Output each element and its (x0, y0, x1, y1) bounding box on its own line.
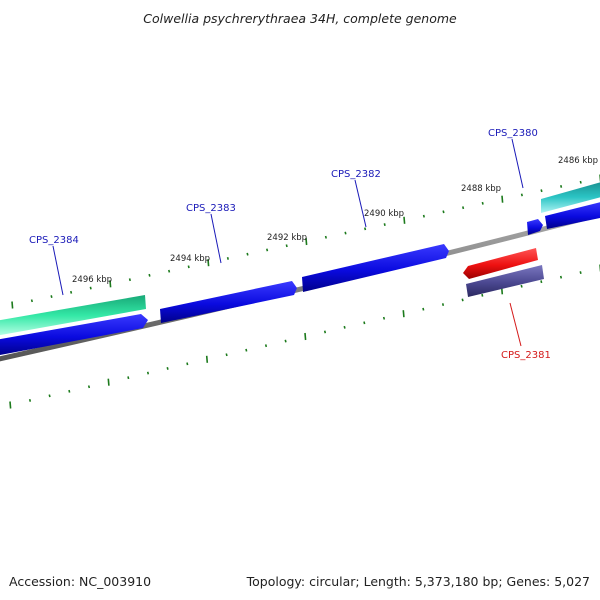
minor-tick (30, 299, 33, 303)
scale-label: 2494 kbp (170, 254, 210, 264)
leader-lines (52, 138, 524, 347)
major-tick (109, 280, 112, 288)
major-tick (207, 259, 210, 267)
minor-tick (540, 189, 543, 193)
minor-tick (560, 185, 563, 188)
minor-tick (168, 269, 171, 273)
purple-feature[interactable] (466, 265, 544, 297)
cds-feature[interactable] (302, 244, 449, 292)
scale-label: 2492 kbp (267, 233, 307, 243)
major-tick (403, 216, 406, 224)
leader-line (354, 179, 367, 228)
scale-label: 2488 kbp (461, 184, 501, 194)
genome-summary-text: Topology: circular; Length: 5,373,180 bp… (246, 574, 590, 589)
cds-feature[interactable] (160, 281, 297, 323)
minor-tick (344, 231, 347, 235)
rna-feature-green[interactable] (0, 295, 146, 336)
minor-tick (559, 275, 563, 279)
minor-tick (481, 201, 484, 205)
minor-tick (481, 293, 484, 297)
minor-tick (166, 367, 169, 370)
minor-tick (264, 344, 268, 348)
scale-label: 2496 kbp (72, 275, 112, 285)
minor-tick (146, 371, 150, 375)
scale-label: 2486 kbp (558, 156, 598, 166)
minor-tick (441, 303, 445, 306)
minor-tick (363, 321, 366, 325)
minor-tick (461, 298, 464, 302)
minor-tick (383, 223, 386, 226)
genome-backbone (0, 211, 600, 362)
major-tick (11, 301, 14, 309)
minor-tick (127, 376, 130, 380)
major-tick (205, 355, 209, 363)
minor-tick (246, 252, 249, 256)
leader-line (511, 138, 524, 189)
leader-line (210, 213, 222, 264)
accession-text: Accession: NC_003910 (9, 574, 151, 589)
minor-tick (226, 257, 229, 260)
major-tick (402, 310, 405, 318)
minor-tick (48, 394, 51, 398)
minor-tick (186, 362, 189, 366)
minor-tick (187, 265, 190, 269)
minor-tick (128, 278, 131, 282)
map-title: Colwellia psychrerythraea 34H, complete … (143, 11, 457, 26)
minor-tick (50, 295, 53, 298)
major-tick (304, 332, 307, 341)
minor-tick (462, 206, 465, 210)
scale-labels: 2496 kbp 2494 kbp 2492 kbp 2490 kbp 2488… (72, 156, 598, 285)
minor-tick (245, 348, 248, 352)
major-tick (9, 401, 12, 409)
minor-tick (89, 286, 92, 290)
minor-tick (442, 210, 445, 214)
gene-label-cps-2380[interactable]: CPS_2380 (488, 128, 538, 139)
scale-label: 2490 kbp (364, 209, 404, 219)
rna-feature-teal[interactable] (541, 181, 600, 213)
red-feature[interactable] (463, 248, 538, 279)
minor-tick (225, 353, 228, 357)
minor-tick (382, 316, 386, 320)
gene-labels: CPS_2384 CPS_2383 CPS_2382 CPS_2380 CPS_… (29, 128, 551, 361)
minor-tick (343, 325, 346, 329)
minor-tick (68, 389, 71, 393)
minor-tick (285, 244, 288, 248)
major-tick (107, 378, 110, 386)
scale-ticks-upper (11, 174, 600, 309)
minor-tick (422, 307, 425, 311)
minor-tick (266, 248, 269, 252)
cds-feature[interactable] (527, 219, 543, 235)
leader-line (52, 245, 64, 296)
cds-feature[interactable] (0, 314, 148, 356)
gene-label-cps-2382[interactable]: CPS_2382 (331, 169, 381, 180)
minor-tick (70, 290, 73, 294)
gene-label-cps-2384[interactable]: CPS_2384 (29, 235, 79, 246)
minor-tick (579, 180, 582, 184)
minor-tick (520, 284, 523, 288)
minor-tick (324, 235, 327, 239)
cds-feature[interactable] (545, 201, 600, 229)
minor-tick (28, 399, 32, 402)
scale-ticks-lower (9, 264, 600, 409)
minor-tick (520, 193, 523, 197)
major-tick (305, 237, 308, 246)
major-tick (501, 195, 504, 203)
gene-label-cps-2381[interactable]: CPS_2381 (501, 350, 551, 361)
minor-tick (540, 280, 543, 284)
minor-tick (323, 330, 327, 334)
leader-line (509, 302, 522, 347)
minor-tick (148, 273, 151, 277)
minor-tick (87, 385, 91, 389)
gene-label-cps-2383[interactable]: CPS_2383 (186, 203, 236, 214)
minor-tick (422, 214, 425, 218)
minor-tick (579, 271, 582, 274)
minor-tick (284, 339, 287, 343)
minor-tick (364, 227, 367, 231)
